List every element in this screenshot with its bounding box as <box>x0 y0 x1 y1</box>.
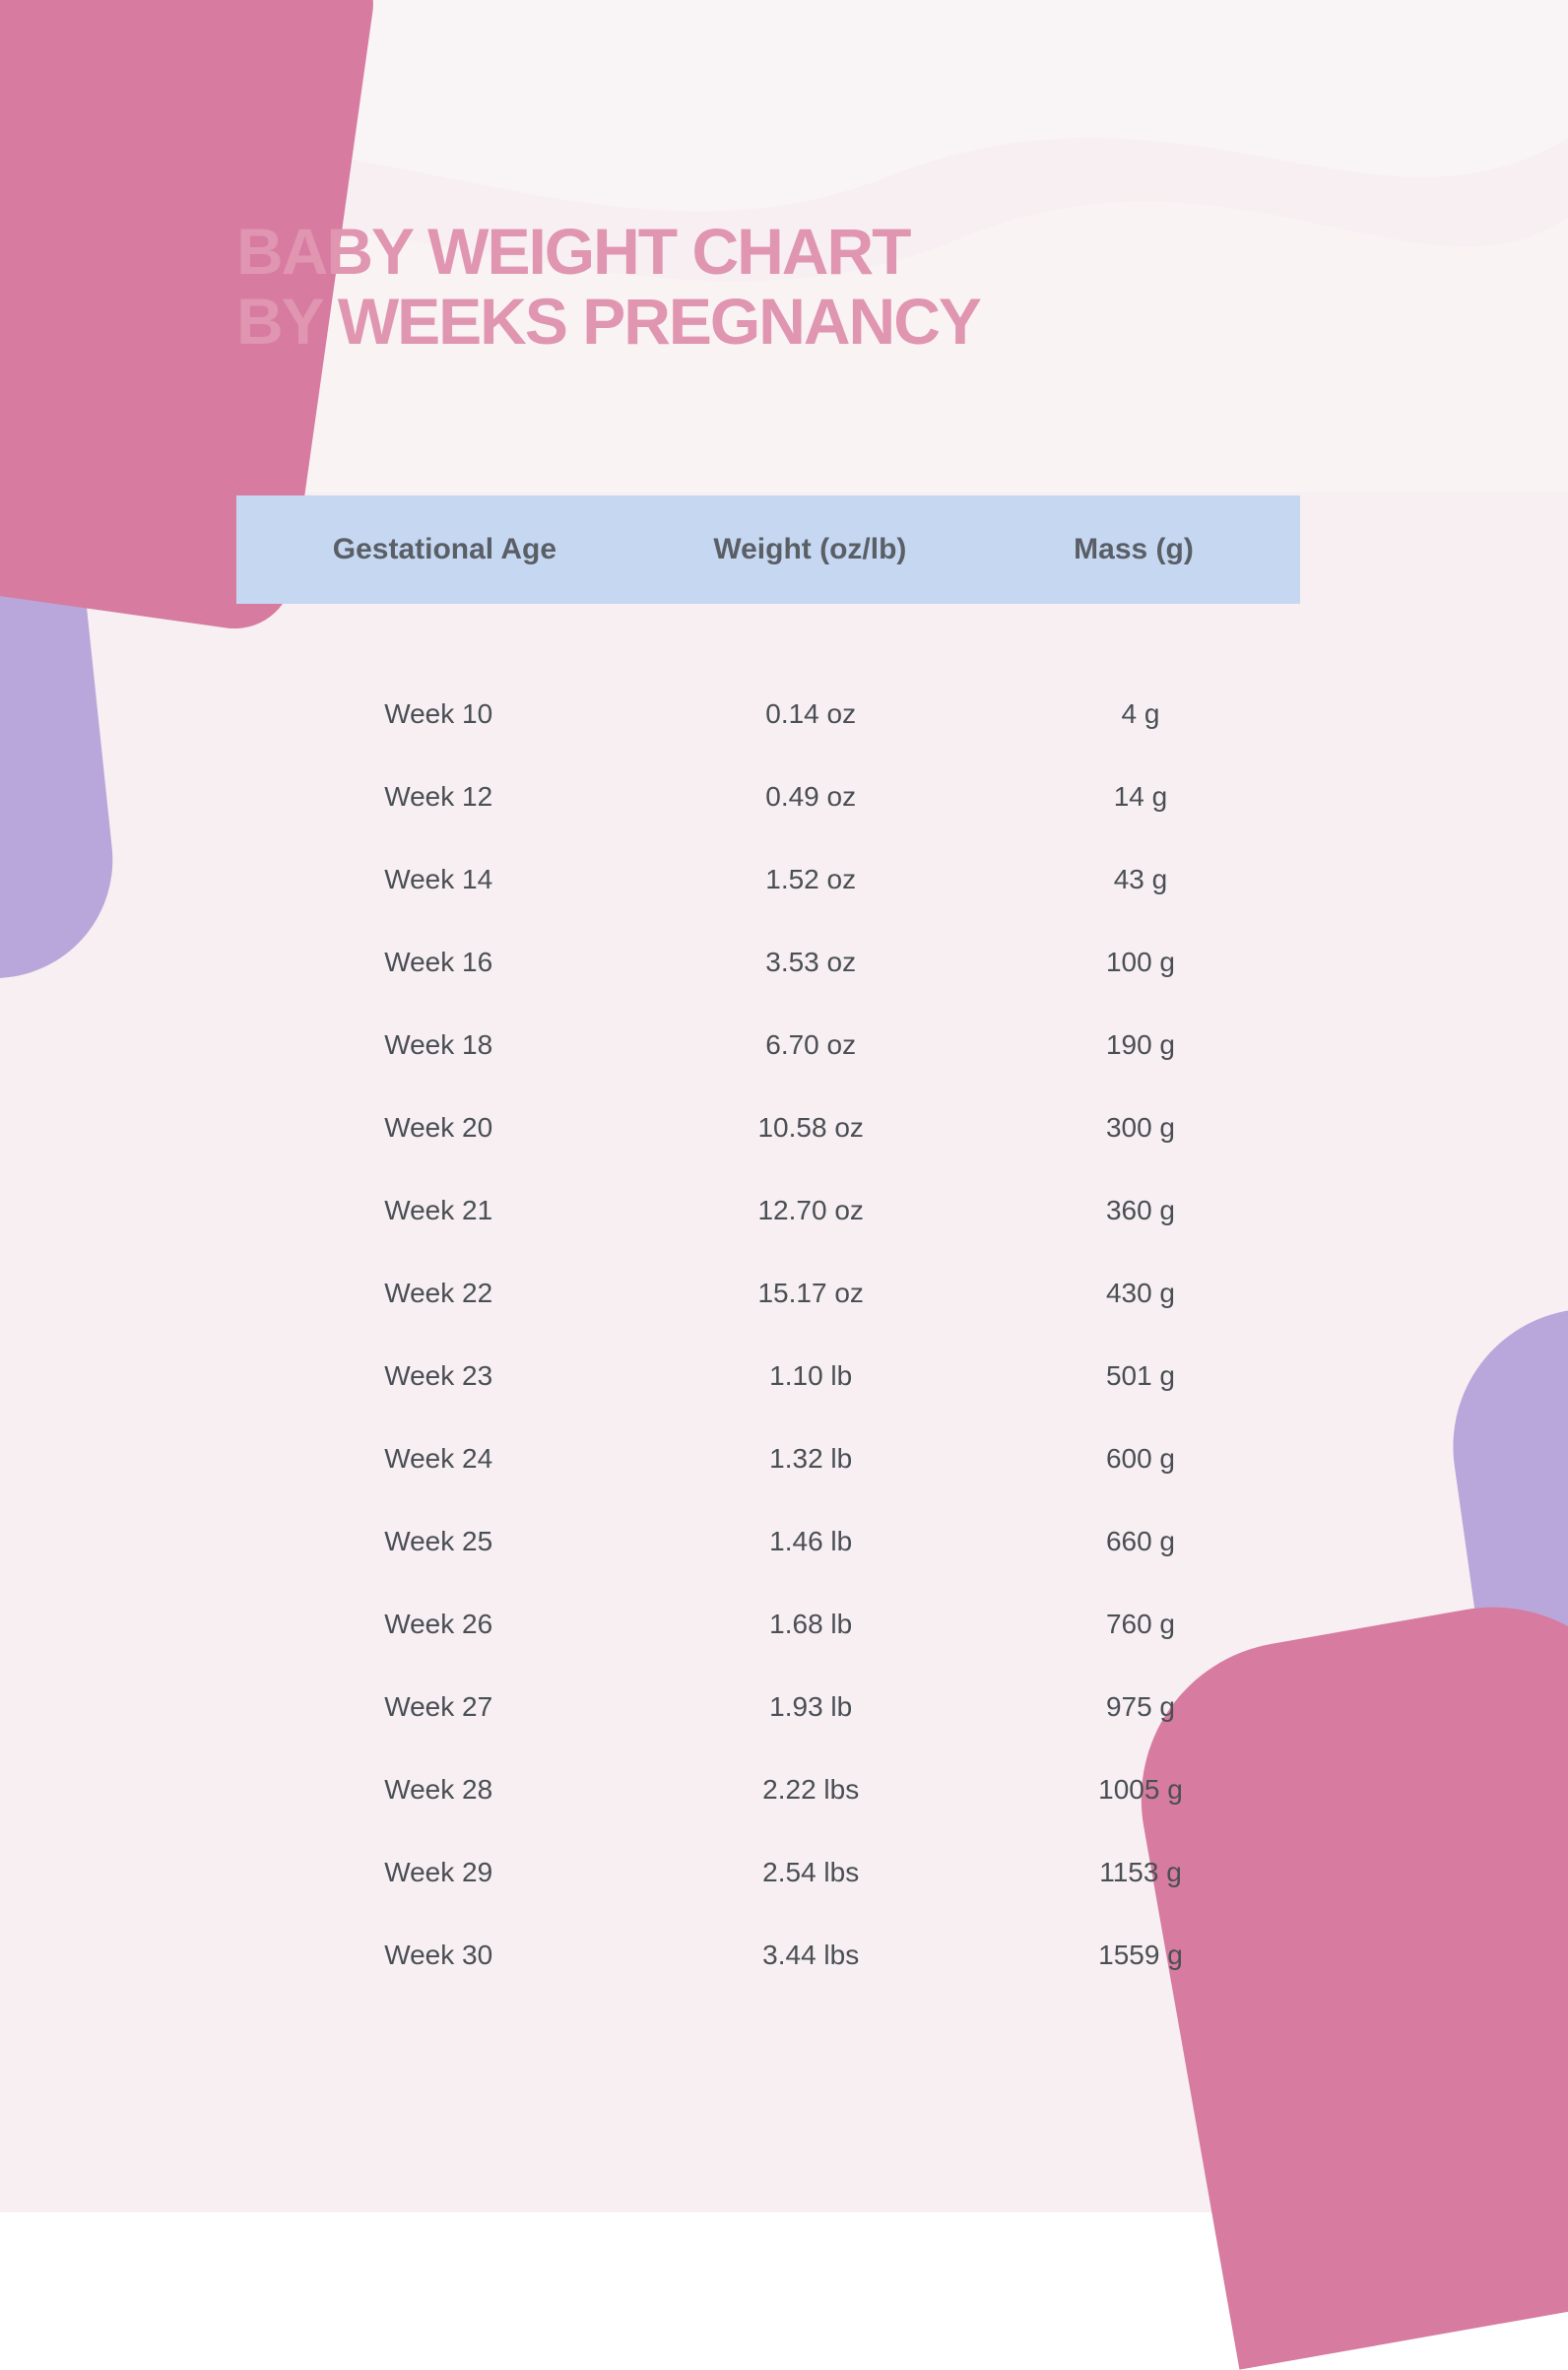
cell-mass: 300 g <box>981 1112 1300 1144</box>
cell-weight: 1.93 lb <box>640 1691 981 1723</box>
cell-age: Week 23 <box>236 1360 640 1392</box>
cell-weight: 12.70 oz <box>640 1195 981 1226</box>
cell-weight: 15.17 oz <box>640 1278 981 1309</box>
cell-mass: 660 g <box>981 1526 1300 1557</box>
content: BABY WEIGHT CHART BY WEEKS PREGNANCY Ges… <box>0 0 1568 1997</box>
cell-mass: 14 g <box>981 781 1300 813</box>
table-row: Week 231.10 lb501 g <box>236 1335 1300 1417</box>
cell-mass: 360 g <box>981 1195 1300 1226</box>
column-header-age: Gestational Age <box>246 533 643 566</box>
cell-mass: 4 g <box>981 698 1300 730</box>
cell-mass: 1559 g <box>981 1940 1300 1971</box>
cell-weight: 3.53 oz <box>640 947 981 978</box>
cell-mass: 501 g <box>981 1360 1300 1392</box>
table-row: Week 2112.70 oz360 g <box>236 1169 1300 1252</box>
cell-mass: 43 g <box>981 864 1300 895</box>
table-row: Week 303.44 lbs1559 g <box>236 1914 1300 1997</box>
cell-weight: 0.14 oz <box>640 698 981 730</box>
page-title: BABY WEIGHT CHART BY WEEKS PREGNANCY <box>236 217 1371 358</box>
cell-weight: 6.70 oz <box>640 1029 981 1061</box>
cell-weight: 2.54 lbs <box>640 1857 981 1888</box>
cell-weight: 1.52 oz <box>640 864 981 895</box>
table-row: Week 241.32 lb600 g <box>236 1417 1300 1500</box>
weight-table: Gestational Age Weight (oz/lb) Mass (g) … <box>236 495 1300 1997</box>
cell-weight: 0.49 oz <box>640 781 981 813</box>
cell-age: Week 28 <box>236 1774 640 1806</box>
cell-mass: 1005 g <box>981 1774 1300 1806</box>
title-line-1: BABY WEIGHT CHART <box>236 215 909 288</box>
page: BABY WEIGHT CHART BY WEEKS PREGNANCY Ges… <box>0 0 1568 2212</box>
table-body: Week 100.14 oz4 gWeek 120.49 oz14 gWeek … <box>236 604 1300 1997</box>
cell-weight: 1.46 lb <box>640 1526 981 1557</box>
cell-age: Week 30 <box>236 1940 640 1971</box>
table-row: Week 100.14 oz4 g <box>236 673 1300 756</box>
table-row: Week 186.70 oz190 g <box>236 1004 1300 1086</box>
cell-mass: 430 g <box>981 1278 1300 1309</box>
cell-weight: 1.32 lb <box>640 1443 981 1475</box>
table-header-row: Gestational Age Weight (oz/lb) Mass (g) <box>236 495 1300 604</box>
title-line-2: BY WEEKS PREGNANCY <box>236 285 980 358</box>
cell-mass: 190 g <box>981 1029 1300 1061</box>
cell-weight: 1.68 lb <box>640 1609 981 1640</box>
cell-mass: 100 g <box>981 947 1300 978</box>
cell-mass: 600 g <box>981 1443 1300 1475</box>
table-row: Week 282.22 lbs1005 g <box>236 1748 1300 1831</box>
cell-mass: 975 g <box>981 1691 1300 1723</box>
cell-age: Week 18 <box>236 1029 640 1061</box>
cell-age: Week 21 <box>236 1195 640 1226</box>
table-row: Week 2215.17 oz430 g <box>236 1252 1300 1335</box>
cell-age: Week 25 <box>236 1526 640 1557</box>
table-row: Week 163.53 oz100 g <box>236 921 1300 1004</box>
cell-age: Week 16 <box>236 947 640 978</box>
table-row: Week 120.49 oz14 g <box>236 756 1300 838</box>
cell-weight: 10.58 oz <box>640 1112 981 1144</box>
cell-mass: 1153 g <box>981 1857 1300 1888</box>
column-header-weight: Weight (oz/lb) <box>643 533 977 566</box>
cell-age: Week 29 <box>236 1857 640 1888</box>
table-row: Week 2010.58 oz300 g <box>236 1086 1300 1169</box>
cell-age: Week 14 <box>236 864 640 895</box>
cell-age: Week 10 <box>236 698 640 730</box>
cell-weight: 2.22 lbs <box>640 1774 981 1806</box>
cell-age: Week 24 <box>236 1443 640 1475</box>
cell-age: Week 12 <box>236 781 640 813</box>
table-row: Week 292.54 lbs1153 g <box>236 1831 1300 1914</box>
cell-weight: 1.10 lb <box>640 1360 981 1392</box>
cell-age: Week 20 <box>236 1112 640 1144</box>
table-row: Week 251.46 lb660 g <box>236 1500 1300 1583</box>
cell-age: Week 26 <box>236 1609 640 1640</box>
table-row: Week 271.93 lb975 g <box>236 1666 1300 1748</box>
cell-weight: 3.44 lbs <box>640 1940 981 1971</box>
table-row: Week 261.68 lb760 g <box>236 1583 1300 1666</box>
cell-age: Week 22 <box>236 1278 640 1309</box>
cell-age: Week 27 <box>236 1691 640 1723</box>
column-header-mass: Mass (g) <box>977 533 1290 566</box>
table-row: Week 141.52 oz43 g <box>236 838 1300 921</box>
cell-mass: 760 g <box>981 1609 1300 1640</box>
